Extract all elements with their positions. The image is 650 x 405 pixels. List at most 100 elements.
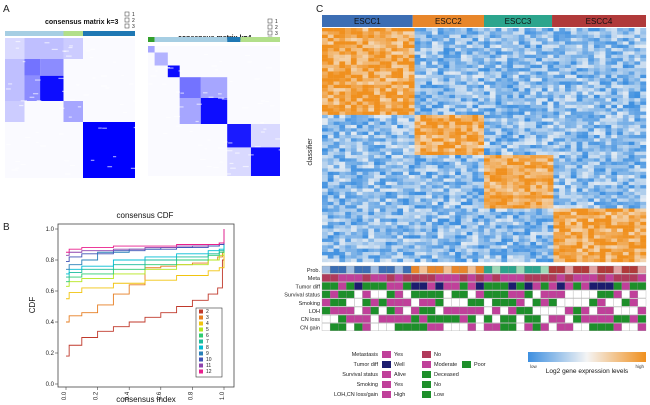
- heatmap-cell: [472, 104, 479, 109]
- heatmap-cell: [333, 171, 340, 176]
- heatmap-cell: [484, 134, 490, 139]
- heatmap-cell: [478, 71, 485, 75]
- heatmap-cell: [565, 48, 571, 52]
- heatmap-cell: [541, 44, 548, 49]
- heatmap-cell: [368, 248, 375, 253]
- cdf-legend-label: 9: [206, 351, 209, 357]
- heatmap-cell: [391, 104, 398, 109]
- heatmap-cell: [611, 61, 618, 65]
- annotation-track-cell: [621, 282, 630, 290]
- heatmap-cell: [478, 211, 485, 216]
- heatmap-cell: [437, 84, 444, 89]
- heatmap-cell: [622, 44, 629, 49]
- heatmap-cell: [379, 84, 386, 89]
- heatmap-cell: [617, 198, 624, 203]
- heatmap-cell: [617, 31, 624, 35]
- heatmap-cell: [460, 151, 467, 156]
- heatmap-cell: [478, 171, 485, 176]
- heatmap-cell: [322, 54, 328, 59]
- heatmap-cell: [628, 201, 635, 206]
- heatmap-cell: [449, 228, 456, 233]
- heatmap-cell: [449, 221, 456, 226]
- heatmap-cell: [414, 151, 421, 156]
- annotation-track-cell: [475, 265, 485, 274]
- annotation-track-cell: [394, 306, 404, 315]
- heatmap-cell: [489, 208, 496, 213]
- heatmap-cell: [437, 238, 444, 243]
- heatmap-cell: [634, 231, 641, 236]
- heatmap-cell: [570, 124, 577, 129]
- heatmap-cell: [570, 228, 577, 233]
- heatmap-cell: [489, 195, 496, 199]
- expression-heatmap: ESCC1 ESCC2 ESCC3 ESCC4 classifier Prob.Met…: [284, 15, 647, 398]
- heatmap-cell: [622, 68, 629, 72]
- heatmap-cell: [472, 44, 479, 49]
- heatmap-cell: [640, 28, 647, 32]
- heatmap-cell: [588, 148, 595, 152]
- matrix-texture: [254, 145, 261, 148]
- heatmap-cell: [553, 134, 560, 139]
- heatmap-cell: [541, 134, 548, 139]
- heatmap-cell: [437, 215, 444, 219]
- heatmap-cell: [350, 145, 357, 149]
- heatmap-cell: [333, 235, 340, 239]
- heatmap-cell: [414, 235, 421, 239]
- heatmap-cell: [333, 134, 340, 139]
- heatmap-cell: [501, 201, 508, 206]
- heatmap-cell: [327, 258, 334, 263]
- heatmap-cell: [379, 34, 386, 39]
- heatmap-cell: [530, 195, 537, 199]
- heatmap-cell: [553, 151, 560, 156]
- annotation-track-cell: [346, 298, 355, 307]
- heatmap-cell: [507, 111, 514, 116]
- heatmap-cell: [322, 195, 328, 199]
- heatmap-cell: [391, 51, 398, 55]
- heatmap-cell: [512, 155, 519, 159]
- heatmap-cell: [437, 78, 444, 82]
- heatmap-cell: [339, 58, 346, 62]
- matrix-texture: [35, 132, 39, 134]
- heatmap-cell: [570, 171, 577, 176]
- heatmap-cell: [437, 158, 444, 162]
- heatmap-cell: [322, 231, 328, 236]
- heatmap-cell: [536, 31, 543, 35]
- heatmap-cell: [322, 141, 328, 146]
- heatmap-cell: [374, 118, 381, 122]
- annotation-track-cell: [637, 282, 647, 290]
- matrix-offdiag-block: [179, 98, 201, 124]
- annotation-track-cell: [491, 323, 501, 331]
- heatmap-cell: [599, 201, 606, 206]
- heatmap-cell: [443, 221, 450, 226]
- heatmap-cell: [547, 134, 554, 139]
- heatmap-cell: [391, 124, 398, 129]
- heatmap-cell: [611, 88, 618, 92]
- heatmap-cell: [455, 171, 462, 176]
- annotation-track-cell: [346, 265, 355, 274]
- heatmap-cell: [460, 94, 467, 99]
- heatmap-cell: [431, 31, 438, 35]
- heatmap-cell: [449, 121, 456, 126]
- heatmap-cell: [599, 141, 606, 146]
- heatmap-cell: [414, 225, 421, 229]
- heatmap-cell: [593, 94, 600, 99]
- annotation-track-cell: [581, 306, 590, 315]
- heatmap-cell: [495, 38, 502, 42]
- heatmap-cell: [576, 218, 583, 223]
- heatmap-cell: [460, 61, 467, 65]
- heatmap-cell: [455, 118, 462, 122]
- heatmap-cell: [547, 221, 554, 226]
- heatmap-cell: [466, 74, 473, 79]
- heatmap-cell: [391, 131, 398, 136]
- heatmap-cell: [379, 171, 386, 176]
- heatmap-cell: [622, 61, 629, 65]
- heatmap-cell: [397, 241, 404, 246]
- heatmap-cell: [530, 98, 537, 102]
- heatmap-cell: [455, 81, 462, 86]
- heatmap-cell: [599, 205, 606, 209]
- heatmap-cell: [414, 61, 421, 65]
- annotation-legend-swatch: [382, 351, 391, 358]
- heatmap-cell: [362, 235, 369, 239]
- heatmap-cell: [536, 225, 543, 229]
- heatmap-cell: [449, 88, 456, 92]
- heatmap-cell: [345, 124, 352, 129]
